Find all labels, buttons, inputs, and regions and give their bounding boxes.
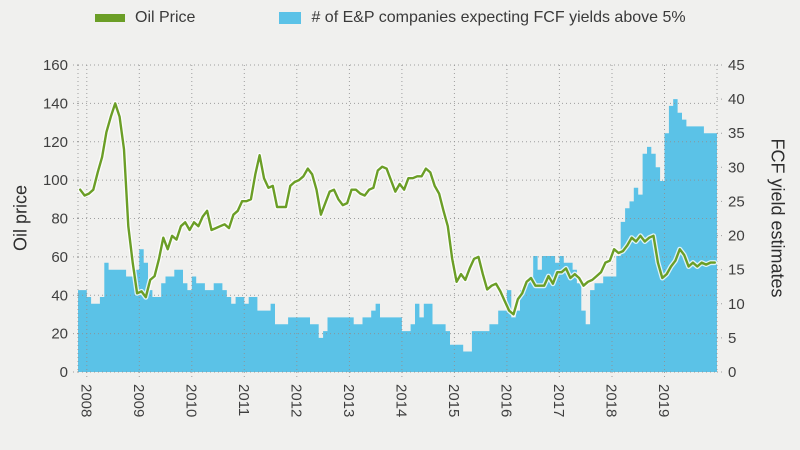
x-axis-tick-label: 2010 [182,384,199,417]
x-axis-tick-label: 2008 [77,384,94,417]
right-axis-tick-label: 15 [728,262,745,279]
x-axis-tick-label: 2009 [130,384,147,417]
left-axis-tick-label: 80 [51,211,68,228]
left-axis-tick-label: 0 [60,364,68,381]
right-axis-tick-label: 10 [728,296,745,313]
x-axis-tick-label: 2018 [603,384,620,417]
legend: Oil Price # of E&P companies expecting F… [95,9,686,27]
left-axis-tick-label: 120 [43,134,68,151]
left-axis-tick-label: 140 [43,95,68,112]
left-axis-tick-label: 20 [51,326,68,343]
x-axis-tick-label: 2015 [445,384,462,417]
right-axis-tick-label: 45 [728,57,745,74]
x-axis-tick-label: 2013 [340,384,357,417]
legend-label-fcf-companies: # of E&P companies expecting FCF yields … [311,9,686,26]
legend-label-oil-price: Oil Price [135,9,196,26]
x-axis-tick-label: 2014 [392,384,409,417]
right-axis-tick-label: 25 [728,193,745,210]
left-axis-tick-label: 40 [51,287,68,304]
x-axis-tick-label: 2017 [550,384,567,417]
oil-price-swatch [95,14,125,22]
right-axis-tick-label: 0 [728,364,736,381]
right-axis-tick-label: 40 [728,91,745,108]
right-axis-tick-label: 20 [728,228,745,245]
fcf-companies-swatch [279,12,302,24]
x-axis-tick-label: 2012 [287,384,304,417]
x-axis-tick-label: 2011 [235,384,252,416]
right-axis-tick-label: 5 [728,330,736,347]
legend-item-fcf-companies[interactable]: # of E&P companies expecting FCF yields … [279,9,686,27]
left-axis-tick-label: 100 [43,172,68,189]
left-axis-tick-label: 160 [43,57,68,74]
oil-price-line-series [78,102,716,316]
fcf-area-series [78,99,717,372]
legend-item-oil-price[interactable]: Oil Price [95,9,195,27]
x-axis-tick-label: 2016 [497,384,514,417]
x-axis-tick-label: 2019 [655,384,672,417]
right-axis-tick-label: 35 [728,125,745,142]
right-axis-tick-label: 30 [728,159,745,176]
left-axis-tick-label: 60 [51,249,68,266]
